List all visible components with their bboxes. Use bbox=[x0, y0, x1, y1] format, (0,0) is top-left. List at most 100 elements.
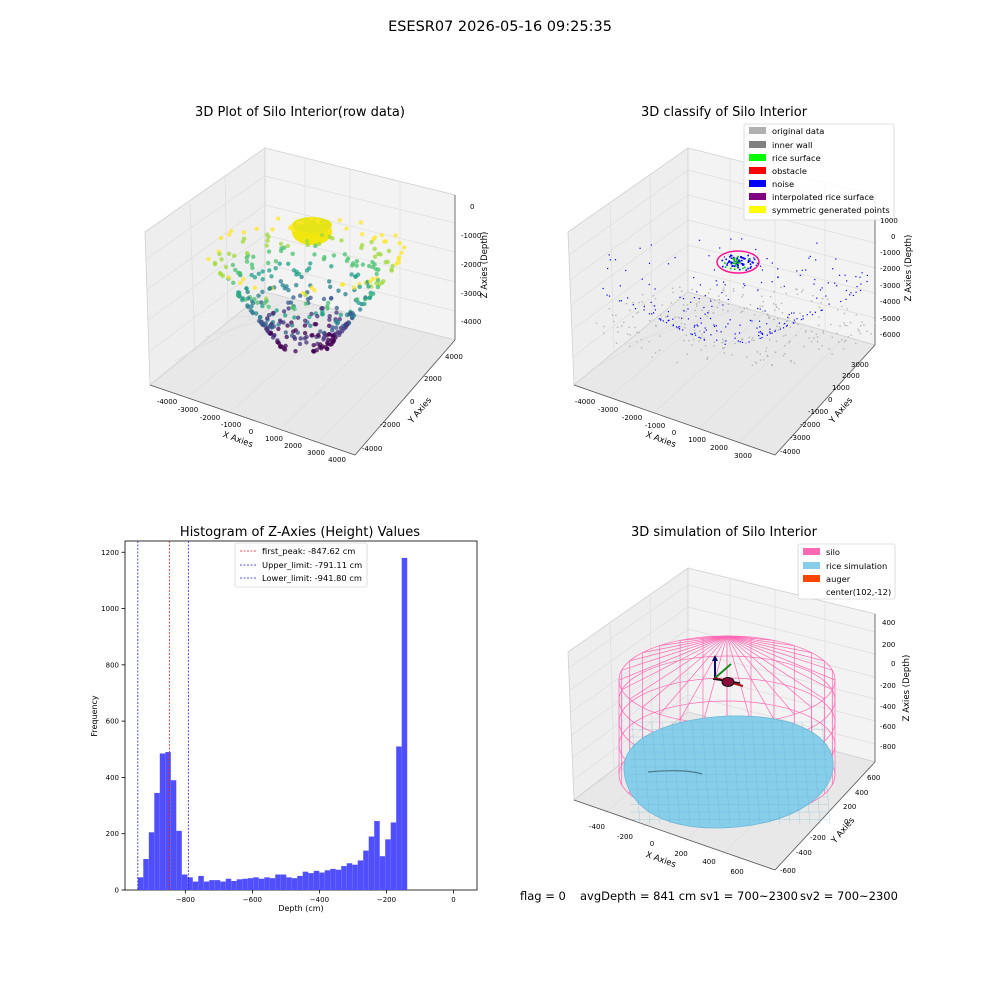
classify-noise-point bbox=[836, 285, 838, 287]
classify-original-point bbox=[857, 328, 859, 331]
classify-noise-point bbox=[840, 300, 842, 303]
classify-original-point bbox=[621, 325, 623, 327]
classify-original-point bbox=[812, 295, 814, 297]
classify-noise-point bbox=[627, 297, 629, 299]
classify-surface-point bbox=[732, 257, 735, 260]
classify-plot-z-tick: 0 bbox=[891, 233, 895, 241]
classify-noise-point bbox=[758, 335, 760, 337]
raw-plot-point bbox=[314, 348, 319, 353]
classify-original-point bbox=[766, 354, 769, 357]
classify-noise-point bbox=[757, 262, 759, 264]
raw-plot-point bbox=[218, 235, 224, 241]
classify-3d-plot: 3D classify of Silo Interior bbox=[567, 105, 914, 460]
raw-plot-point bbox=[304, 334, 309, 340]
simulation-plot-z-tick: -800 bbox=[880, 743, 896, 751]
classify-noise-point bbox=[715, 280, 717, 282]
simulation-plot-x-axis bbox=[573, 799, 776, 871]
classify-original-point bbox=[748, 336, 750, 339]
classify-noise-point bbox=[672, 318, 674, 320]
histogram-bar bbox=[137, 877, 144, 890]
classify-noise-point bbox=[788, 314, 790, 316]
classify-surface-point bbox=[743, 266, 746, 269]
classify-legend-label: symmetric generated points bbox=[772, 205, 890, 215]
classify-noise-point bbox=[696, 324, 698, 326]
simulation-plot-x-tick: -400 bbox=[589, 823, 605, 831]
classify-original-point bbox=[752, 337, 754, 339]
classify-surface-point bbox=[725, 258, 727, 261]
classify-original-point bbox=[785, 320, 788, 323]
raw-plot-point bbox=[393, 233, 398, 238]
classify-noise-point bbox=[741, 238, 743, 240]
classify-noise-point bbox=[695, 334, 697, 336]
classify-noise-point bbox=[667, 263, 670, 265]
classify-noise-point bbox=[667, 311, 669, 313]
classify-original-point bbox=[734, 342, 736, 345]
rice-mesh-line bbox=[781, 721, 791, 825]
classify-original-point bbox=[685, 334, 688, 336]
classify-noise-point bbox=[761, 333, 764, 335]
classify-noise-point bbox=[710, 300, 712, 302]
classify-noise-point bbox=[855, 276, 857, 278]
classify-original-point bbox=[654, 352, 657, 354]
classify-original-point bbox=[723, 347, 725, 349]
classify-noise-point bbox=[725, 326, 727, 328]
silo-spoke bbox=[726, 635, 812, 708]
classify-plot-z-label: Z Axies (Depth) bbox=[904, 235, 914, 302]
classify-noise-point bbox=[805, 269, 807, 271]
raw-plot-point bbox=[373, 267, 379, 272]
raw-plot-point bbox=[226, 251, 232, 256]
raw-plot-point bbox=[309, 285, 314, 290]
classify-surface-point bbox=[737, 266, 739, 269]
histogram-bar bbox=[302, 871, 309, 890]
raw-plot-point bbox=[245, 289, 250, 295]
classify-original-point bbox=[781, 312, 784, 314]
histogram-bar bbox=[220, 881, 226, 890]
classify-original-point bbox=[714, 299, 716, 302]
classify-original-point bbox=[831, 336, 833, 339]
classify-original-point bbox=[613, 320, 615, 323]
histogram-bar bbox=[264, 877, 270, 890]
classify-noise-point bbox=[634, 308, 637, 310]
raw-plot-y-tick: 2000 bbox=[424, 375, 442, 383]
raw-plot-point bbox=[260, 277, 265, 282]
classify-surface-point bbox=[736, 262, 739, 264]
rice-mesh-line bbox=[801, 721, 811, 825]
raw-plot-point bbox=[376, 251, 381, 257]
classify-noise-point bbox=[675, 326, 678, 328]
classify-plot-z-tick: -4000 bbox=[880, 298, 900, 306]
classify-surface-point bbox=[736, 257, 739, 260]
raw-plot-point bbox=[308, 261, 313, 266]
raw-plot-point bbox=[289, 333, 295, 338]
classify-original-point bbox=[866, 330, 868, 332]
classify-noise-point bbox=[707, 312, 709, 314]
classify-legend-label: inner wall bbox=[772, 140, 812, 150]
raw-plot-point bbox=[271, 310, 276, 316]
classify-legend-label: rice surface bbox=[772, 153, 821, 163]
classify-original-point bbox=[795, 334, 797, 337]
classify-surface-point bbox=[734, 262, 737, 265]
raw-plot-point bbox=[333, 325, 339, 330]
raw-plot-point bbox=[238, 280, 243, 286]
raw-plot-point bbox=[372, 246, 377, 252]
silo-spoke bbox=[726, 635, 833, 691]
raw-plot-point bbox=[282, 347, 288, 352]
raw-plot-point bbox=[244, 286, 249, 291]
classify-noise-point bbox=[722, 304, 724, 306]
classify-original-point bbox=[838, 341, 840, 343]
raw-plot-y-tick: -2000 bbox=[380, 421, 400, 429]
classify-noise-point bbox=[759, 331, 761, 333]
raw-plot-point bbox=[298, 336, 303, 341]
classify-noise-point bbox=[677, 327, 679, 329]
classify-noise-point bbox=[799, 274, 801, 276]
raw-plot-point bbox=[283, 313, 288, 318]
simulation-plot-x-tick: 0 bbox=[650, 840, 654, 848]
classify-original-point bbox=[670, 302, 673, 304]
classify-noise-point bbox=[834, 282, 836, 284]
classify-original-point bbox=[843, 312, 846, 315]
raw-plot-point bbox=[315, 217, 320, 223]
classify-original-point bbox=[658, 349, 661, 352]
classify-noise-point bbox=[760, 332, 762, 334]
classify-noise-point bbox=[832, 268, 834, 270]
raw-plot-point bbox=[355, 297, 360, 302]
classify-original-point bbox=[789, 340, 791, 342]
